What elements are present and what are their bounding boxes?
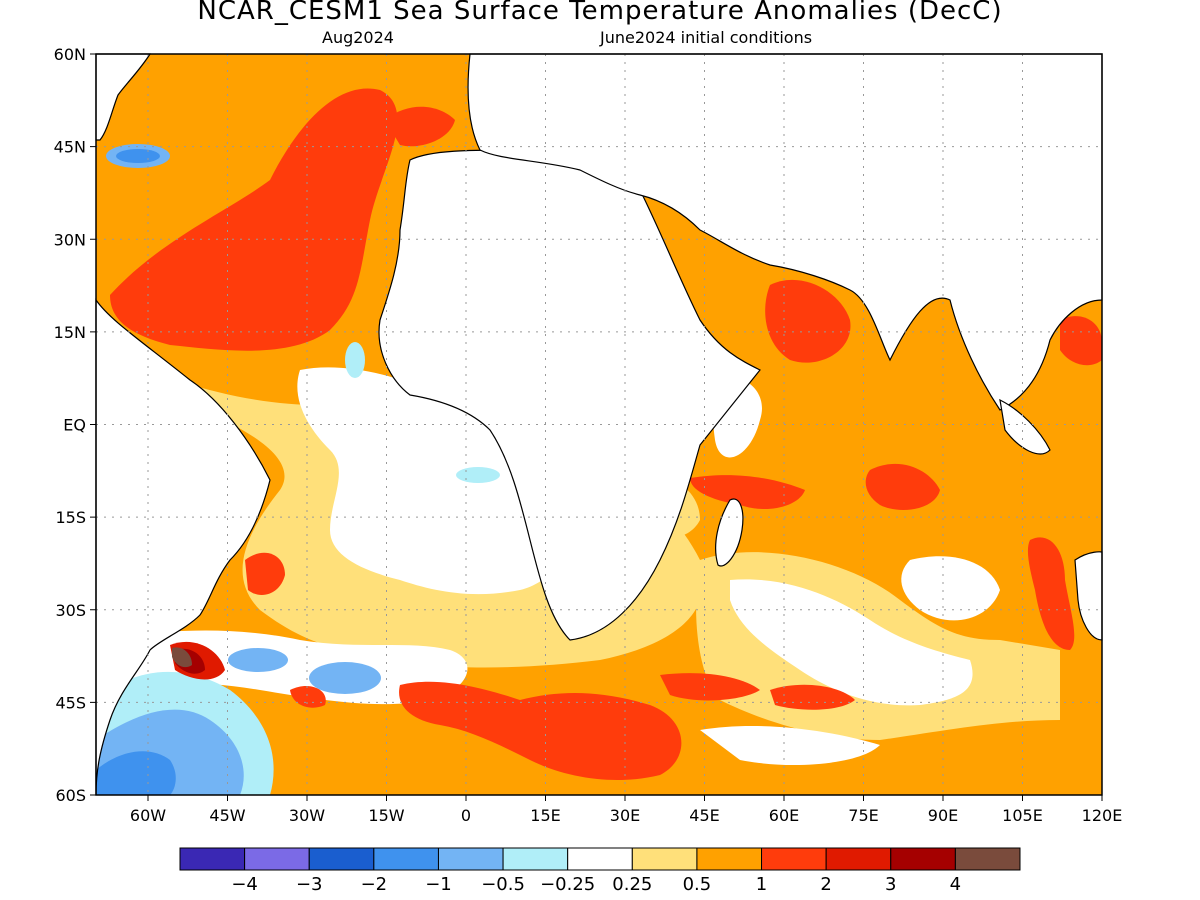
anomaly-zone-labrador-cold	[116, 149, 160, 163]
land-europe-asia	[467, 53, 1103, 411]
anomaly-zone-northatlantic-warm	[110, 88, 398, 351]
colorbar-swatch	[308, 847, 375, 871]
colorbar-swatch	[502, 847, 569, 871]
land-south-america	[95, 298, 271, 796]
anomaly-zone-indian-neutral	[730, 579, 973, 706]
lon-label: 30W	[289, 806, 325, 825]
anomaly-zone-argentina-warm	[290, 685, 326, 708]
graticule	[96, 54, 1102, 795]
lon-label: 0	[461, 806, 471, 825]
colorbar-swatch	[825, 847, 892, 871]
lon-label: 45W	[209, 806, 245, 825]
anomaly-zone-southindian-warm	[865, 463, 940, 510]
lon-label: 120E	[1082, 806, 1123, 825]
colorbar-label: 0.5	[683, 874, 712, 895]
lon-label: 45E	[689, 806, 719, 825]
lat-label: 45S	[55, 693, 86, 712]
land-madagascar	[715, 498, 744, 567]
colorbar-label: −3	[296, 874, 323, 895]
anomaly-zone-westaustralia-warm	[1027, 537, 1075, 650]
colorbar-swatch	[567, 847, 633, 871]
anomaly-zone-mascarene-neutral	[901, 556, 1000, 621]
colorbar-label: −0.25	[540, 874, 595, 895]
anomaly-zone-southern-neutral	[700, 725, 880, 765]
latitude-labels: 60N 45N 30N 15N EQ 15S 30S 45S 60S	[54, 45, 96, 805]
anomaly-zone-brazil-cool	[228, 648, 288, 672]
anomaly-zone-southatlantic-warm	[399, 681, 682, 780]
lon-label: 15W	[368, 806, 404, 825]
anomaly-zone-southindian-band2-warm	[770, 684, 855, 710]
land-borneo-sumatra	[999, 398, 1051, 455]
colorbar-swatch	[373, 847, 439, 871]
valid-date-label: Aug2024	[322, 28, 394, 47]
anomaly-zone-riodelaplata-extreme	[172, 647, 192, 668]
lon-label: 15E	[530, 806, 560, 825]
lat-label: 30N	[54, 230, 86, 249]
lon-label: 105E	[1002, 806, 1043, 825]
anomaly-zone-southeastasia-warm	[1060, 316, 1102, 366]
colorbar-label: −2	[361, 874, 388, 895]
lat-label: 30S	[55, 601, 86, 620]
colorbar-label: 3	[885, 874, 896, 895]
land-north-america	[95, 53, 152, 141]
colorbar-swatch	[244, 847, 310, 871]
colorbar-swatch	[437, 847, 504, 871]
colorbar-label: 0.25	[612, 874, 652, 895]
init-conditions-label: June2024 initial conditions	[600, 28, 813, 47]
colorbar-label: −0.5	[481, 874, 525, 895]
anomaly-zone-atlantic-neutral	[297, 367, 568, 595]
colorbar-swatch	[631, 847, 698, 871]
colorbar-swatch	[696, 847, 763, 871]
anomaly-zone-capeverde-cool	[345, 342, 365, 378]
lat-label: EQ	[63, 416, 86, 435]
lon-label: 60W	[130, 806, 166, 825]
map-title: NCAR_CESM1 Sea Surface Temperature Anoma…	[197, 0, 1003, 26]
anomaly-zone-ireland-warm	[385, 106, 455, 147]
lon-label: 30E	[610, 806, 640, 825]
longitude-labels: 60W 45W 30W 15W 0 15E 30E 45E 60E 75E 90E 105E 120E	[130, 795, 1122, 825]
colorbar-label: −4	[231, 874, 258, 895]
anomaly-zone-gulfguinea-cool	[456, 467, 500, 483]
colorbar-swatch	[890, 847, 956, 871]
colorbar-swatch	[761, 847, 827, 871]
lon-label: 75E	[848, 806, 878, 825]
anomaly-zone-mozambique-warm	[690, 475, 805, 510]
anomaly-zone-namibia-warm	[245, 552, 285, 595]
colorbar-label: 4	[950, 874, 961, 895]
lon-label: 90E	[928, 806, 958, 825]
lat-label: 15N	[54, 323, 86, 342]
lon-label: 60E	[769, 806, 799, 825]
anomaly-zone-falklands-cool	[309, 662, 381, 694]
lat-label: 60N	[54, 45, 86, 64]
colorbar-label: −1	[425, 874, 452, 895]
colorbar-swatch	[954, 847, 1021, 871]
colorbar-swatch	[179, 847, 246, 871]
lat-label: 15S	[55, 508, 86, 527]
anomaly-zone-southwest-cold	[96, 751, 176, 795]
colorbar-label: 1	[756, 874, 767, 895]
lat-label: 60S	[55, 786, 86, 805]
colorbar-label: 2	[820, 874, 831, 895]
lat-label: 45N	[54, 138, 86, 157]
anomaly-zone-southindian-band-warm	[660, 673, 760, 701]
anomaly-zone-arabiansea-warm	[765, 279, 851, 363]
colorbar: −4 −3 −2 −1 −0.5 −0.25 0.25 0.5 1 2 3 4	[179, 847, 1021, 895]
